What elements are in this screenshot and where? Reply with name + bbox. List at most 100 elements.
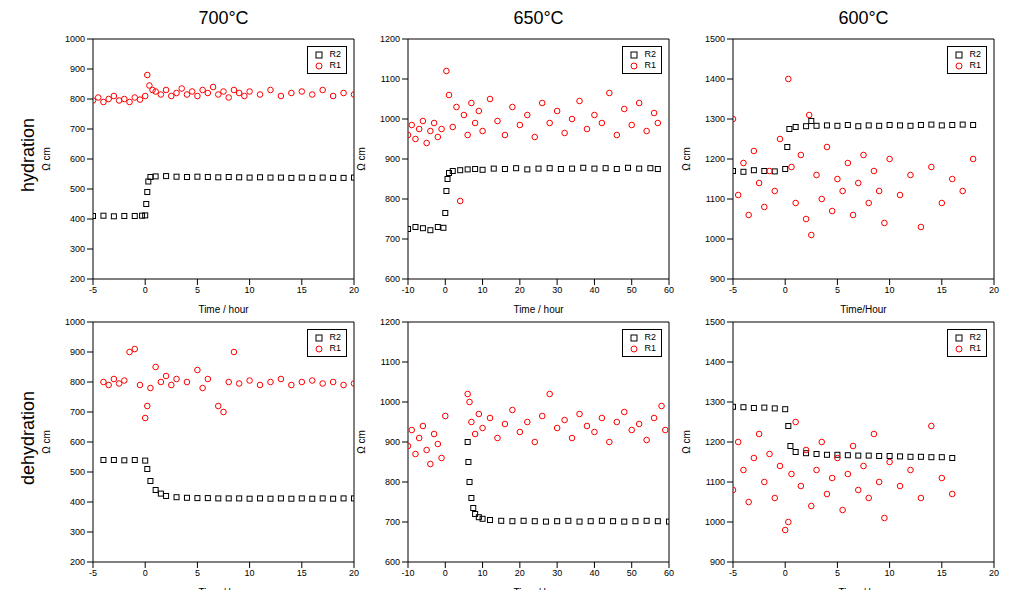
svg-text:Time/Hour: Time/Hour <box>840 304 887 315</box>
svg-text:800: 800 <box>70 94 85 104</box>
svg-text:800: 800 <box>70 377 85 387</box>
svg-text:0: 0 <box>783 568 788 578</box>
svg-text:1500: 1500 <box>705 317 725 327</box>
svg-text:-5: -5 <box>729 285 737 295</box>
svg-text:800: 800 <box>385 194 400 204</box>
svg-text:15: 15 <box>937 285 947 295</box>
svg-text:5: 5 <box>195 285 200 295</box>
svg-text:Time / hour: Time / hour <box>838 587 889 590</box>
svg-text:1300: 1300 <box>705 397 725 407</box>
svg-text:20: 20 <box>989 568 999 578</box>
svg-text:500: 500 <box>70 184 85 194</box>
svg-text:Time / hour: Time / hour <box>513 587 564 590</box>
svg-text:20: 20 <box>349 285 359 295</box>
svg-text:20: 20 <box>515 285 525 295</box>
html-text:700°C: 700°C <box>198 8 249 28</box>
svg-text:30: 30 <box>552 568 562 578</box>
svg-text:600: 600 <box>385 274 400 284</box>
svg-text:-5: -5 <box>89 285 97 295</box>
svg-text:700: 700 <box>70 124 85 134</box>
svg-text:40: 40 <box>589 285 599 295</box>
svg-text:900: 900 <box>70 64 85 74</box>
svg-text:1000: 1000 <box>65 34 85 44</box>
svg-text:1200: 1200 <box>705 437 725 447</box>
svg-text:1200: 1200 <box>380 317 400 327</box>
svg-text:600: 600 <box>70 154 85 164</box>
svg-text:400: 400 <box>70 214 85 224</box>
svg-text:40: 40 <box>589 568 599 578</box>
svg-text:300: 300 <box>70 527 85 537</box>
svg-text:1400: 1400 <box>705 74 725 84</box>
svg-text:10: 10 <box>245 285 255 295</box>
svg-text:1300: 1300 <box>705 114 725 124</box>
svg-text:15: 15 <box>297 568 307 578</box>
svg-text:1100: 1100 <box>706 194 725 204</box>
svg-text:600: 600 <box>385 557 400 567</box>
svg-text:5: 5 <box>195 568 200 578</box>
svg-text:200: 200 <box>70 274 85 284</box>
svg-text:900: 900 <box>70 347 85 357</box>
svg-text:900: 900 <box>385 154 400 164</box>
svg-text:1000: 1000 <box>705 517 725 527</box>
svg-text:1100: 1100 <box>381 357 400 367</box>
svg-text:50: 50 <box>627 285 637 295</box>
svg-text:900: 900 <box>710 274 725 284</box>
svg-text:Ω cm: Ω cm <box>41 430 52 454</box>
svg-text:60: 60 <box>664 568 674 578</box>
svg-text:15: 15 <box>937 568 947 578</box>
svg-text:0: 0 <box>443 568 448 578</box>
svg-text:-5: -5 <box>89 568 97 578</box>
svg-text:700: 700 <box>385 517 400 527</box>
svg-text:700: 700 <box>70 407 85 417</box>
svg-text:1400: 1400 <box>705 357 725 367</box>
svg-text:400: 400 <box>70 497 85 507</box>
svg-text:0: 0 <box>143 568 148 578</box>
svg-text:-5: -5 <box>729 568 737 578</box>
svg-text:Ω cm: Ω cm <box>681 147 692 171</box>
svg-text:1200: 1200 <box>705 154 725 164</box>
svg-text:10: 10 <box>885 285 895 295</box>
svg-text:200: 200 <box>70 557 85 567</box>
svg-text:600: 600 <box>70 437 85 447</box>
svg-text:50: 50 <box>627 568 637 578</box>
svg-text:10: 10 <box>478 285 488 295</box>
svg-text:10: 10 <box>885 568 895 578</box>
svg-text:Time / hour: Time / hour <box>198 587 249 590</box>
svg-text:20: 20 <box>349 568 359 578</box>
svg-text:Ω cm: Ω cm <box>41 147 52 171</box>
svg-text:1100: 1100 <box>706 477 725 487</box>
svg-text:300: 300 <box>70 244 85 254</box>
svg-text:-10: -10 <box>401 285 414 295</box>
svg-text:Ω cm: Ω cm <box>681 430 692 454</box>
svg-text:15: 15 <box>297 285 307 295</box>
svg-text:1500: 1500 <box>705 34 725 44</box>
svg-text:Ω cm: Ω cm <box>356 430 367 454</box>
svg-text:20: 20 <box>515 568 525 578</box>
svg-text:900: 900 <box>710 557 725 567</box>
svg-text:700: 700 <box>385 234 400 244</box>
svg-text:10: 10 <box>478 568 488 578</box>
svg-text:1200: 1200 <box>380 34 400 44</box>
svg-text:1000: 1000 <box>65 317 85 327</box>
svg-text:1000: 1000 <box>705 234 725 244</box>
html-text:650°C: 650°C <box>513 8 564 28</box>
svg-text:Time / hour: Time / hour <box>198 304 249 315</box>
svg-text:900: 900 <box>385 437 400 447</box>
svg-text:0: 0 <box>783 285 788 295</box>
svg-text:500: 500 <box>70 467 85 477</box>
svg-text:1100: 1100 <box>381 74 400 84</box>
svg-text:20: 20 <box>989 285 999 295</box>
svg-text:5: 5 <box>835 568 840 578</box>
svg-text:Time / hour: Time / hour <box>513 304 564 315</box>
svg-text:0: 0 <box>143 285 148 295</box>
svg-text:30: 30 <box>552 285 562 295</box>
svg-text:800: 800 <box>385 477 400 487</box>
svg-text:1000: 1000 <box>380 114 400 124</box>
svg-text:1000: 1000 <box>380 397 400 407</box>
svg-text:10: 10 <box>245 568 255 578</box>
svg-text:Ω cm: Ω cm <box>356 147 367 171</box>
svg-text:0: 0 <box>443 285 448 295</box>
svg-text:5: 5 <box>835 285 840 295</box>
svg-text:-10: -10 <box>401 568 414 578</box>
svg-text:60: 60 <box>664 285 674 295</box>
